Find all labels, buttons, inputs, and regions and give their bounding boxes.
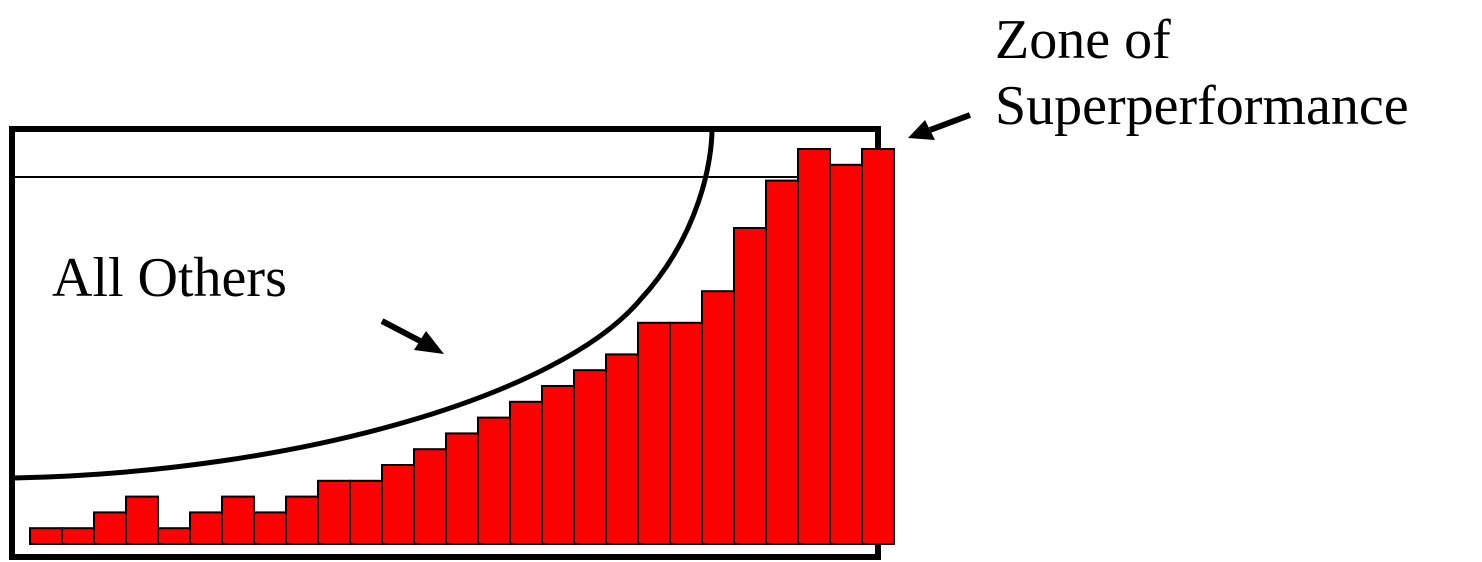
zone-label-line2: Superperformance — [995, 75, 1409, 137]
all-others-label: All Others — [52, 247, 287, 309]
bar-19 — [605, 353, 639, 545]
bar-4 — [125, 495, 159, 546]
bar-8 — [253, 511, 287, 546]
bar-series — [29, 148, 895, 546]
bar-25 — [797, 148, 831, 545]
bar-6 — [189, 511, 223, 546]
bar-24 — [765, 179, 799, 545]
bar-23 — [733, 227, 767, 545]
bar-11 — [349, 479, 383, 545]
bar-7 — [221, 495, 255, 546]
bar-22 — [701, 290, 735, 546]
bar-5 — [157, 527, 191, 546]
bar-13 — [413, 448, 447, 546]
bar-12 — [381, 464, 415, 545]
bar-1 — [29, 527, 63, 546]
bar-18 — [573, 369, 607, 546]
bar-20 — [637, 321, 671, 545]
all-others-arrow — [380, 318, 444, 354]
bar-3 — [93, 511, 127, 546]
bar-17 — [541, 385, 575, 545]
bar-27 — [861, 148, 895, 545]
bar-26 — [829, 163, 863, 546]
zone-arrow — [908, 112, 972, 140]
bar-16 — [509, 400, 543, 545]
bar-10 — [317, 479, 351, 545]
bar-21 — [669, 321, 703, 545]
bar-9 — [285, 495, 319, 546]
zone-label-line1: Zone of — [995, 9, 1171, 71]
bar-14 — [445, 432, 479, 545]
all-others-boundary-curve — [13, 128, 715, 481]
bar-15 — [477, 416, 511, 546]
bar-2 — [61, 527, 95, 546]
